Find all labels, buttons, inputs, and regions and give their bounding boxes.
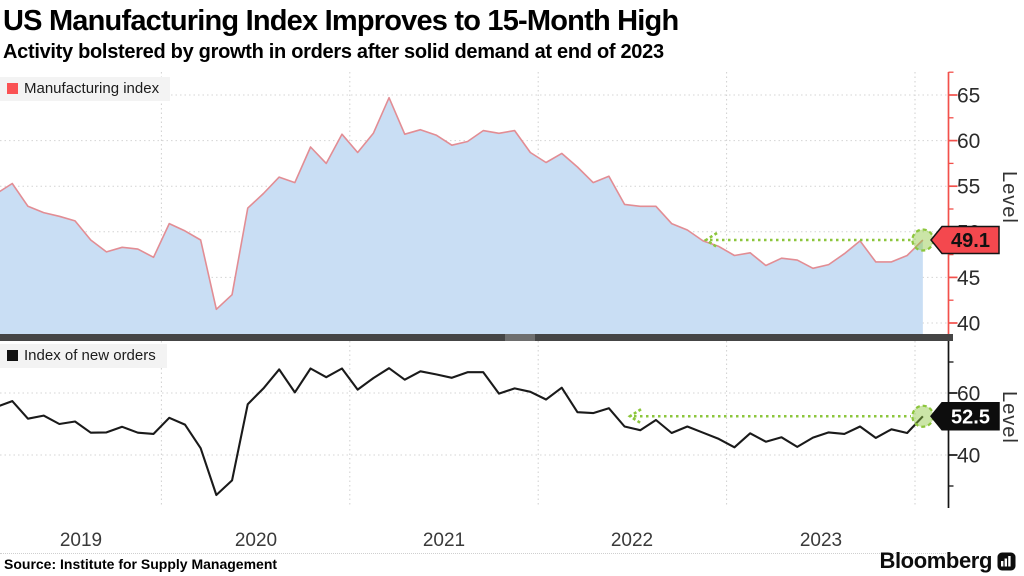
- pane-divider: [0, 334, 953, 341]
- last-value-badge-label: 49.1: [951, 230, 990, 252]
- legend-label: Manufacturing index: [24, 80, 160, 97]
- legend-manufacturing-index: Manufacturing index: [0, 77, 171, 101]
- x-tick-2019: 2019: [59, 530, 103, 551]
- lookback-arrowhead-icon: [627, 408, 642, 425]
- legend-label: Index of new orders: [24, 347, 156, 364]
- chart-subtitle: Activity bolstered by growth in orders a…: [3, 41, 664, 63]
- footer-divider: [0, 553, 948, 554]
- source-credit: Source: Institute for Supply Management: [4, 556, 278, 572]
- last-value-badge-label: 52.5: [951, 406, 990, 428]
- bloomberg-wordmark: Bloomberg: [879, 548, 992, 573]
- bloomberg-terminal-icon: [997, 552, 1016, 570]
- x-tick-2023: 2023: [799, 530, 843, 551]
- y-tick-label: 60: [957, 130, 980, 153]
- legend-index-of-new-orders: Index of new orders: [0, 344, 167, 368]
- page-title: US Manufacturing Index Improves to 15-Mo…: [3, 5, 679, 37]
- y-tick-label: 60: [957, 383, 980, 406]
- legend-swatch-icon: [7, 350, 18, 361]
- y-axis-title-top: Level: [998, 171, 1020, 224]
- last-value-badge: [930, 402, 1000, 431]
- x-tick-2022: 2022: [610, 530, 654, 551]
- y-tick-label: 45: [957, 267, 980, 290]
- bloomberg-logo: Bloomberg: [879, 548, 1016, 574]
- y-axis-title-bottom: Level: [998, 391, 1020, 444]
- y-tick-label: 40: [957, 313, 980, 336]
- y-tick-label: 40: [957, 445, 980, 468]
- manufacturing-line: [0, 96, 924, 311]
- new-orders-line: [0, 367, 924, 497]
- manufacturing-area: [0, 97, 923, 334]
- pane-resize-handle[interactable]: [505, 334, 535, 341]
- x-tick-2021: 2021: [422, 530, 466, 551]
- y-tick-label: 65: [957, 85, 980, 108]
- lookback-arrowhead-icon: [703, 231, 718, 249]
- y-tick-label: 55: [957, 176, 980, 199]
- x-tick-2020: 2020: [234, 530, 278, 551]
- last-value-badge: [930, 225, 1000, 255]
- legend-swatch-icon: [7, 83, 18, 94]
